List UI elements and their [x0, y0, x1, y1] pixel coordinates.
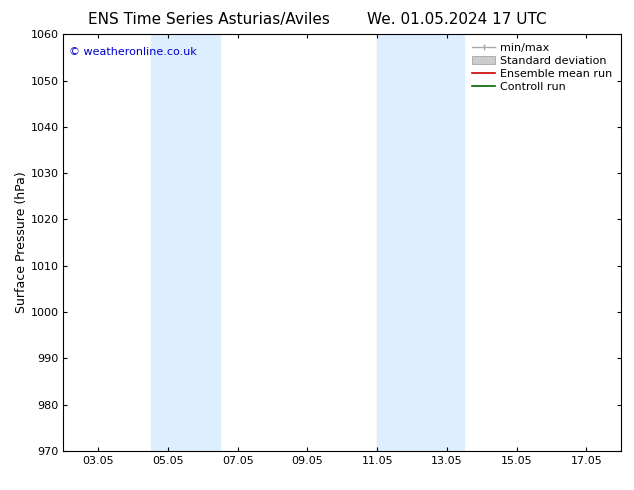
Bar [150, 34, 221, 451]
Legend: min/max, Standard deviation, Ensemble mean run, Controll run: min/max, Standard deviation, Ensemble me… [469, 40, 616, 95]
Text: © weatheronline.co.uk: © weatheronline.co.uk [69, 47, 197, 57]
Text: We. 01.05.2024 17 UTC: We. 01.05.2024 17 UTC [366, 12, 547, 27]
Bar [377, 34, 464, 451]
Text: ENS Time Series Asturias/Aviles: ENS Time Series Asturias/Aviles [88, 12, 330, 27]
Y-axis label: Surface Pressure (hPa): Surface Pressure (hPa) [15, 172, 28, 314]
